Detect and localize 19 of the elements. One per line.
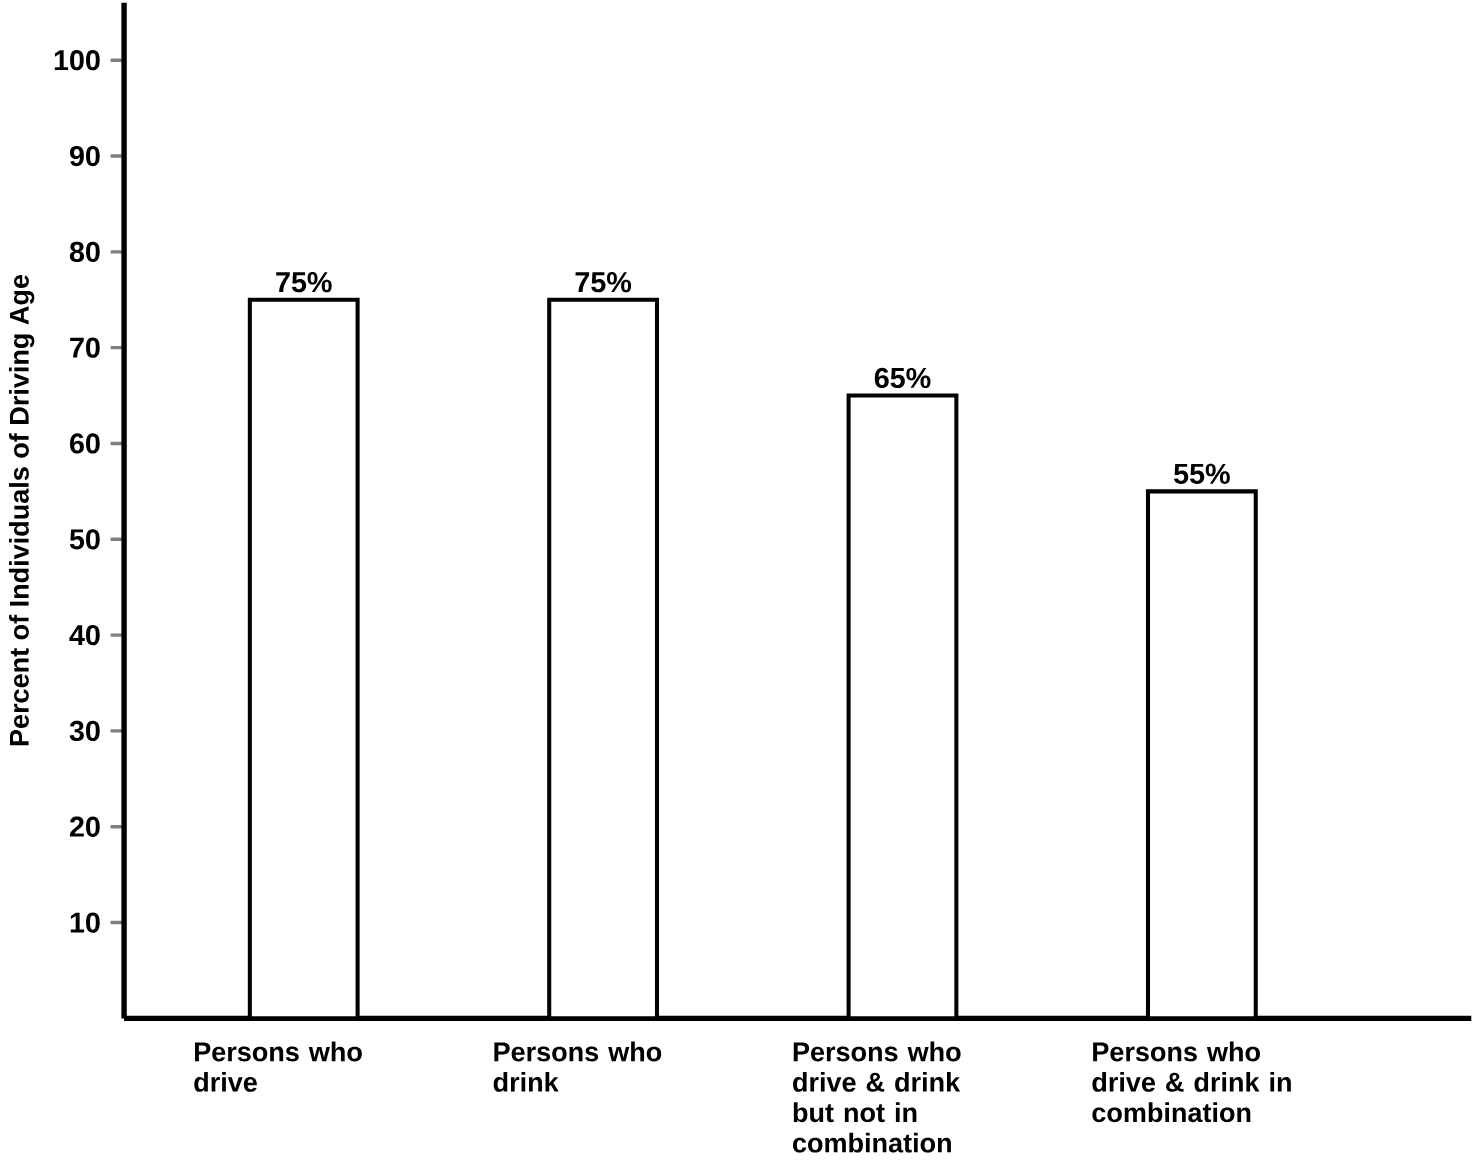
- data-label: 55%: [1174, 463, 1230, 485]
- y-tick-label: 10: [70, 912, 100, 933]
- x-tick-label: Persons who drive & drink but not in combination: [793, 1041, 961, 1153]
- y-tick-label: 60: [70, 433, 100, 454]
- y-tick-label: 90: [69, 146, 100, 167]
- y-tick-label: 80: [69, 241, 100, 263]
- y-tick-label: 50: [69, 529, 100, 550]
- data-label: 65%: [874, 368, 931, 389]
- y-tick-label: 40: [69, 625, 100, 646]
- data-label: 75%: [276, 272, 332, 293]
- x-tick-label: Persons who drive: [194, 1041, 362, 1092]
- data-label: 75%: [575, 272, 632, 293]
- y-tick-label: 70: [70, 337, 100, 358]
- x-tick-label: Persons who drink: [493, 1041, 662, 1092]
- y-tick-label: 100: [54, 50, 100, 71]
- y-tick-label: 30: [69, 720, 100, 742]
- y-tick-label: 20: [69, 816, 100, 838]
- x-tick-label: Persons who drive & drink in combination: [1092, 1041, 1291, 1123]
- y-axis-title: Percent of Individuals of Driving Age: [8, 275, 35, 746]
